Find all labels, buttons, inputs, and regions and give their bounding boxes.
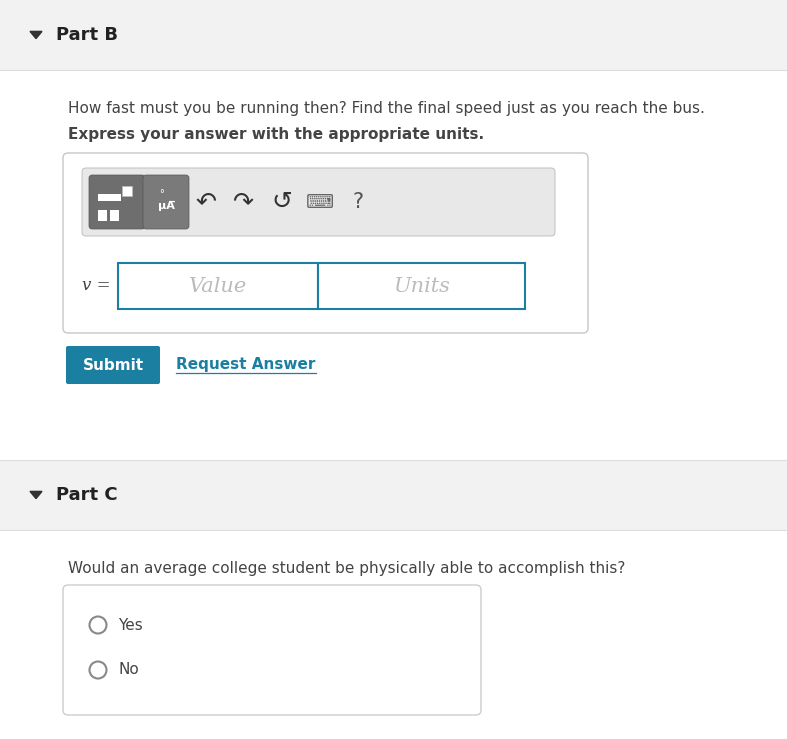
Text: v =: v = — [82, 278, 110, 295]
FancyBboxPatch shape — [98, 194, 121, 201]
Text: ⌨: ⌨ — [306, 192, 334, 211]
Text: μA̅: μA̅ — [157, 201, 175, 211]
Text: Part B: Part B — [56, 26, 118, 44]
Text: Part C: Part C — [56, 486, 117, 504]
Text: Yes: Yes — [118, 618, 142, 633]
Text: Request Answer: Request Answer — [176, 358, 316, 372]
Text: Submit: Submit — [83, 358, 143, 372]
Text: ↶: ↶ — [195, 190, 216, 214]
Polygon shape — [30, 31, 42, 38]
FancyBboxPatch shape — [98, 210, 107, 221]
Text: Would an average college student be physically able to accomplish this?: Would an average college student be phys… — [68, 560, 626, 576]
FancyBboxPatch shape — [82, 168, 555, 236]
Text: No: No — [118, 662, 139, 678]
Text: How fast must you be running then? Find the final speed just as you reach the bu: How fast must you be running then? Find … — [68, 101, 705, 115]
FancyBboxPatch shape — [89, 175, 145, 229]
FancyBboxPatch shape — [143, 175, 189, 229]
FancyBboxPatch shape — [0, 70, 787, 460]
FancyBboxPatch shape — [122, 186, 132, 196]
Text: Value: Value — [189, 276, 247, 296]
Text: ↺: ↺ — [272, 190, 293, 214]
FancyBboxPatch shape — [110, 210, 119, 221]
Polygon shape — [30, 491, 42, 499]
FancyBboxPatch shape — [63, 153, 588, 333]
FancyBboxPatch shape — [0, 0, 787, 70]
Text: ?: ? — [353, 192, 364, 212]
FancyBboxPatch shape — [66, 346, 160, 384]
Text: Express your answer with the appropriate units.: Express your answer with the appropriate… — [68, 128, 484, 143]
FancyBboxPatch shape — [118, 263, 318, 309]
FancyBboxPatch shape — [63, 585, 481, 715]
Text: ↷: ↷ — [234, 190, 254, 214]
Text: Units: Units — [393, 276, 450, 296]
FancyBboxPatch shape — [0, 460, 787, 530]
Text: °: ° — [160, 189, 164, 199]
FancyBboxPatch shape — [318, 263, 525, 309]
FancyBboxPatch shape — [0, 530, 787, 739]
